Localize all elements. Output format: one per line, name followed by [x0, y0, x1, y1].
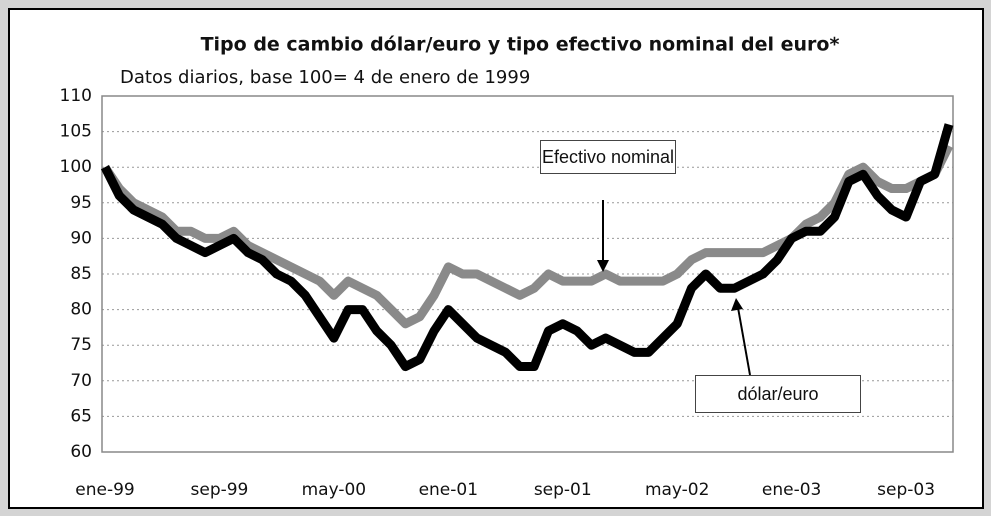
y-tick-label: 105 [60, 122, 92, 142]
y-tick-label: 70 [70, 371, 92, 391]
arrow-head [731, 298, 743, 311]
x-tick-label: sep-01 [534, 480, 592, 500]
x-tick-label: ene-01 [419, 480, 478, 500]
chart-subtitle: Datos diarios, base 100= 4 de enero de 1… [120, 67, 530, 88]
x-tick-label: may-00 [302, 480, 367, 500]
x-tick-label: sep-99 [191, 480, 249, 500]
y-tick-label: 110 [60, 86, 92, 106]
y-tick-label: 100 [60, 157, 92, 177]
y-tick-label: 90 [70, 228, 92, 248]
y-tick-label: 60 [70, 442, 92, 462]
y-tick-label: 95 [70, 193, 92, 213]
chart-title: Tipo de cambio dólar/euro y tipo efectiv… [201, 34, 840, 56]
y-tick-label: 85 [70, 264, 92, 284]
annotation: dólar/euro [695, 375, 861, 413]
y-tick-label: 65 [70, 406, 92, 426]
x-tick-label: ene-03 [762, 480, 821, 500]
x-tick-label: may-02 [645, 480, 710, 500]
x-tick-label: ene-99 [75, 480, 134, 500]
arrow [736, 301, 751, 376]
plot-frame [101, 95, 954, 453]
series-line [100, 123, 954, 372]
y-tick-label: 75 [70, 335, 92, 355]
annotation: Efectivo nominal [540, 140, 676, 174]
y-tick-label: 80 [70, 300, 92, 320]
arrow-head [597, 260, 609, 272]
x-tick-label: sep-03 [877, 480, 935, 500]
series-line [101, 143, 954, 329]
panel [8, 8, 984, 509]
